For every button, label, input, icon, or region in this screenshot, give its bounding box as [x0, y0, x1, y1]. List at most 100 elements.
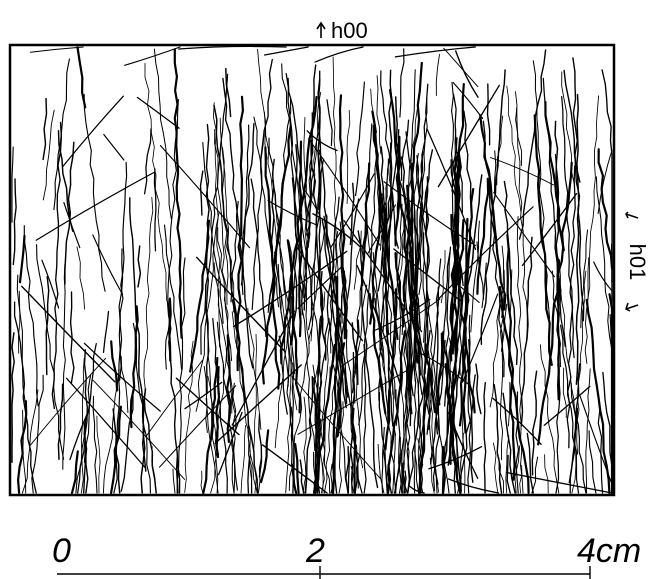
fracture-line: [219, 117, 235, 313]
fracture-line: [143, 396, 157, 494]
fracture-line: [231, 299, 259, 494]
fracture-line: [575, 93, 580, 385]
fracture-line: [343, 220, 423, 333]
fracture-line: [476, 177, 490, 295]
fracture-line: [608, 293, 614, 495]
fracture-line: [506, 85, 522, 213]
fracture-line: [96, 415, 101, 494]
fracture-line: [232, 382, 237, 494]
fracture-line: [313, 231, 339, 489]
fracture-line: [92, 379, 186, 480]
fracture-line: [21, 285, 116, 383]
fracture-line: [314, 46, 364, 63]
fracture-line: [366, 204, 397, 255]
fracture-line: [178, 45, 287, 50]
fracture-line: [302, 465, 307, 494]
fracture-line: [602, 371, 613, 494]
fracture-line: [355, 319, 360, 386]
fracture-line: [213, 262, 237, 433]
fracture-line: [176, 257, 186, 494]
fracture-line: [358, 154, 378, 426]
fracture-line: [163, 224, 183, 370]
fracture-line: [326, 99, 333, 147]
fracture-line: [231, 310, 296, 426]
label-top: h00: [331, 18, 368, 43]
fracture-lines: [11, 45, 614, 495]
fracture-line: [175, 456, 179, 494]
fracture-line: [336, 342, 346, 438]
fracture-line: [62, 95, 124, 168]
fracture-line: [184, 340, 194, 493]
fracture-line: [393, 248, 462, 302]
fracture-line: [489, 306, 500, 408]
fracture-line: [452, 159, 461, 390]
fracture-line: [369, 193, 383, 325]
fracture-line: [398, 350, 409, 494]
fracture-line: [298, 140, 303, 338]
fracture-line: [153, 48, 172, 220]
fracture-line: [63, 202, 81, 249]
fracture-line: [291, 375, 381, 479]
fracture-line: [129, 305, 139, 429]
fracture-line: [257, 48, 286, 337]
fracture-line: [543, 385, 591, 426]
fracture-line: [214, 128, 233, 414]
fracture-line: [532, 60, 551, 319]
fracture-line: [274, 331, 289, 449]
fracture-line: [593, 261, 613, 292]
fracture-line: [518, 49, 547, 240]
fracture-line: [253, 116, 280, 308]
fracture-line: [470, 220, 480, 333]
fracture-line: [426, 127, 477, 251]
fracture-line: [41, 259, 60, 309]
fracture-line: [505, 435, 510, 494]
fracture-line: [164, 99, 179, 370]
label-right: h01: [625, 244, 650, 281]
fracture-line: [217, 411, 243, 476]
fracture-line: [29, 46, 84, 53]
fracture-line: [418, 97, 428, 296]
fracture-line: [447, 478, 500, 494]
fracture-line: [380, 146, 394, 427]
fracture-line: [405, 131, 422, 266]
fracture-line: [493, 383, 503, 494]
fracture-line: [202, 356, 219, 495]
fracture-line: [380, 70, 399, 249]
fracture-line: [435, 53, 440, 96]
fracture-line: [425, 191, 431, 431]
fracture-line: [112, 408, 121, 494]
fracture-line: [216, 321, 238, 491]
fracture-line: [338, 94, 347, 340]
fracture-line: [449, 83, 465, 362]
right-orientation-marker: h01: [625, 211, 650, 312]
fracture-line: [422, 176, 429, 432]
fracture-line: [36, 244, 65, 460]
fracture-line: [531, 370, 538, 476]
fracture-line: [559, 324, 580, 494]
fracture-line: [393, 448, 403, 494]
fracture-line: [102, 310, 110, 354]
fracture-line: [53, 58, 70, 211]
fracture-line: [145, 359, 204, 438]
fracture-line: [124, 46, 181, 66]
fracture-line: [295, 245, 364, 342]
fracture-line: [339, 221, 348, 323]
fracture-line: [261, 444, 328, 494]
fracture-line: [519, 464, 523, 494]
fracture-line: [601, 69, 613, 283]
fracture-line: [31, 374, 44, 494]
fracture-line: [199, 170, 204, 216]
fracture-line: [356, 264, 401, 385]
fracture-line: [240, 123, 255, 286]
fracture-line: [247, 307, 262, 430]
fracture-line: [555, 350, 561, 494]
up-arrow-icon: [316, 21, 326, 38]
fracture-line: [396, 252, 402, 388]
fracture-line: [28, 357, 107, 447]
fracture-line: [16, 400, 28, 495]
fracture-line: [158, 385, 237, 468]
fracture-line: [340, 253, 348, 340]
fracture-line: [92, 395, 98, 494]
fracture-line: [561, 95, 575, 359]
fracture-line: [205, 397, 219, 494]
